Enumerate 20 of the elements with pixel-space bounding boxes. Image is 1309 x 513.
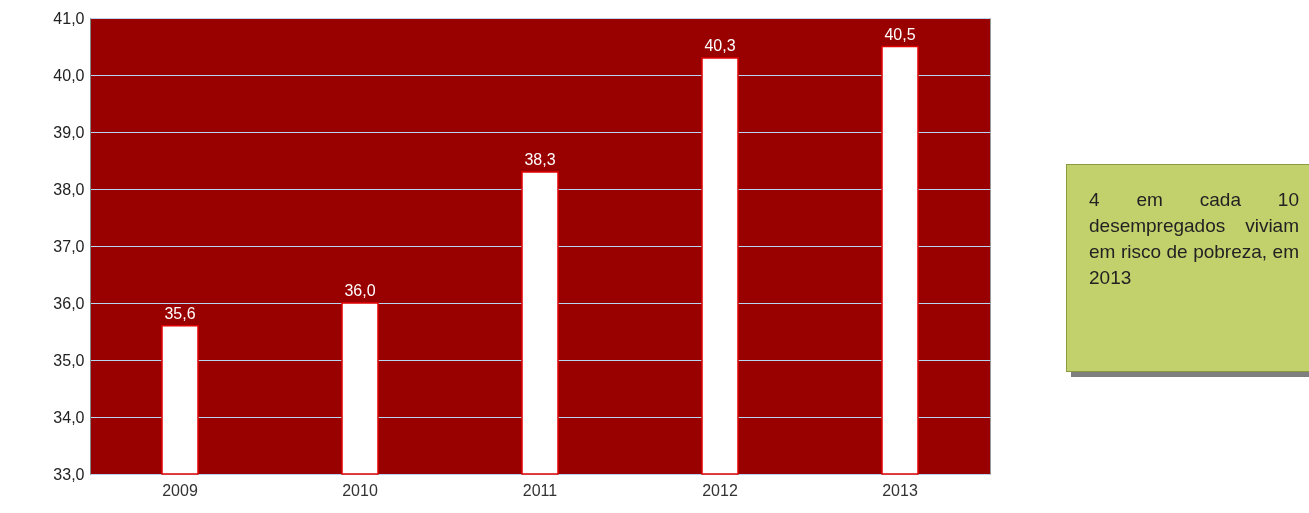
y-tick-label: 38,0 [53,180,85,198]
data-label: 40,3 [704,36,736,54]
data-label: 38,3 [524,150,556,168]
x-tick-label: 2011 [522,481,558,499]
y-tick-label: 35,0 [53,351,85,369]
x-tick-label: 2010 [342,481,378,499]
y-tick-label: 34,0 [53,408,85,426]
y-tick-label: 40,0 [53,66,85,84]
data-label: 36,0 [344,282,376,299]
x-tick-label: 2012 [702,481,738,499]
y-tick-label: 36,0 [53,294,85,312]
data-label: 40,5 [884,25,916,43]
data-label: 35,6 [164,304,196,322]
x-tick-label: 2009 [162,481,198,499]
x-tick-label: 2013 [882,481,918,499]
text: 4 em cada 10 desempregados viviam em risco de pobreza, em 2013 [1066,164,1309,372]
y-tick-label: 37,0 [53,237,85,255]
y-tick-label: 39,0 [53,123,85,141]
y-tick-label: 33,0 [53,465,85,483]
y-tick-label: 41,0 [53,9,85,27]
